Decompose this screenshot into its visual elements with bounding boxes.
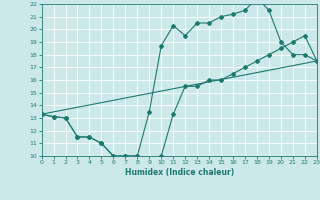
X-axis label: Humidex (Indice chaleur): Humidex (Indice chaleur)	[124, 168, 234, 177]
